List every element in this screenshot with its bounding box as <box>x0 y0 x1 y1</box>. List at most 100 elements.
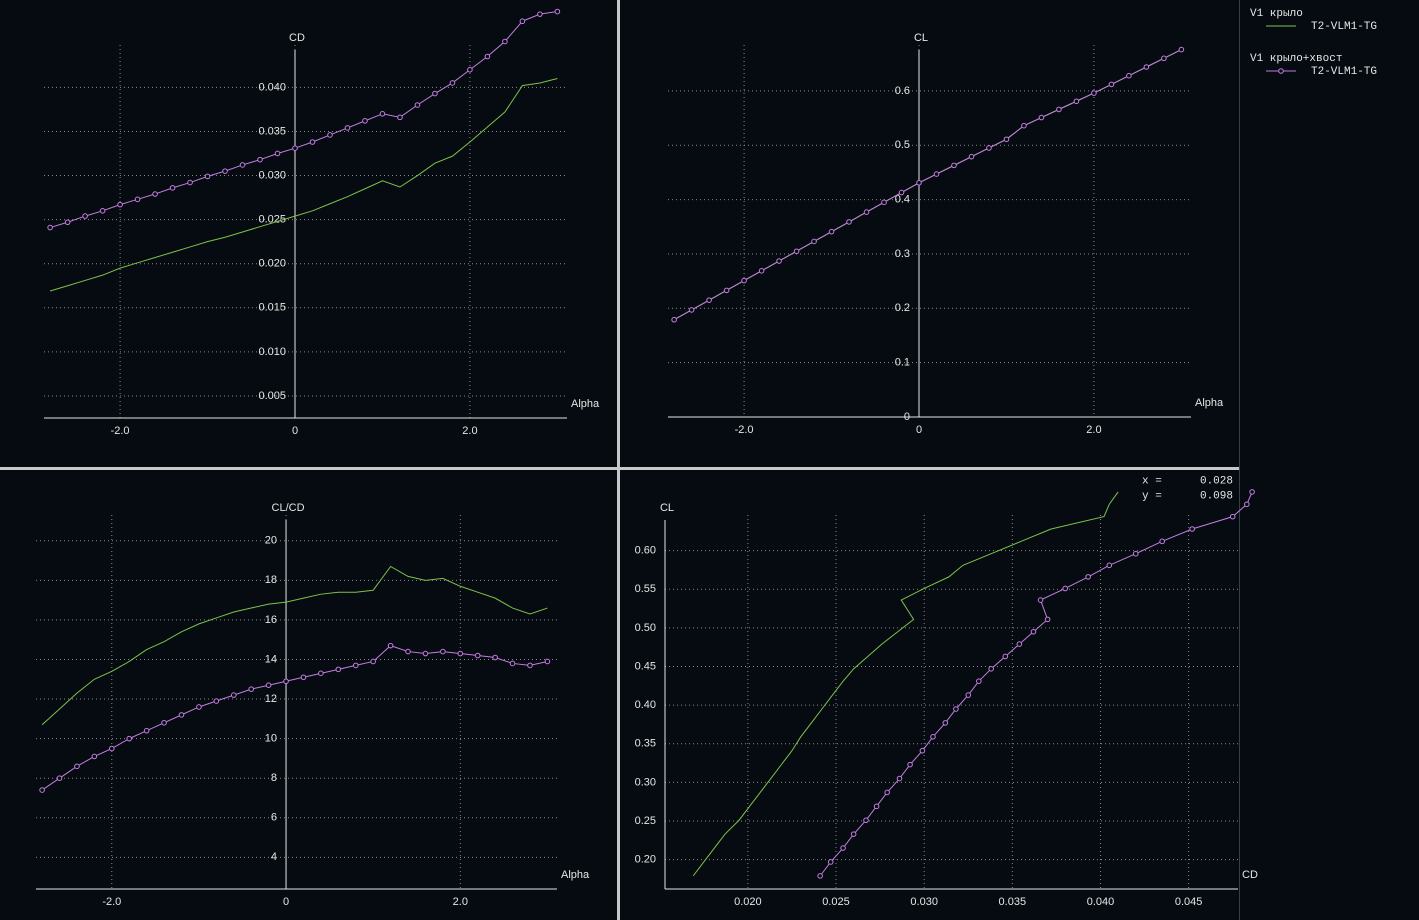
series-marker <box>986 145 992 151</box>
cursor-y-value: 0.098 <box>1200 490 1233 502</box>
series-marker <box>873 803 880 810</box>
y-tick-label: 0.35 <box>635 738 656 750</box>
y-tick-label: 0.4 <box>895 194 910 206</box>
y-tick-label: 18 <box>265 574 277 586</box>
series-line <box>49 11 558 229</box>
x-tick-label: 2.0 <box>1086 424 1101 436</box>
series-marker <box>134 196 141 203</box>
series-marker <box>537 11 543 17</box>
y-tick-label: 0.5 <box>895 139 910 151</box>
series-marker <box>196 704 202 710</box>
series-marker <box>1161 55 1167 62</box>
series-marker <box>449 80 456 86</box>
series-marker <box>64 219 71 226</box>
series-marker <box>362 118 368 124</box>
series-marker <box>387 642 394 649</box>
x-axis-label: Alpha <box>571 398 600 410</box>
y-tick-label: 0.40 <box>635 699 656 711</box>
series-marker <box>117 201 123 208</box>
x-tick-label: 2.0 <box>453 896 468 908</box>
series-marker <box>99 207 106 214</box>
series-marker <box>1002 653 1009 660</box>
series-marker <box>178 712 185 718</box>
x-tick-label: 0 <box>916 424 922 436</box>
series-marker <box>884 789 890 796</box>
series-line <box>41 645 548 791</box>
series-marker <box>274 150 281 157</box>
y-tick-label: 0.2 <box>895 302 910 314</box>
series-marker <box>1044 616 1051 623</box>
series-marker <box>916 179 922 186</box>
series-marker <box>1038 114 1045 121</box>
y-tick-label: 20 <box>265 535 277 547</box>
series-marker <box>919 747 926 754</box>
series-marker <box>723 287 730 294</box>
series-marker <box>933 171 940 177</box>
series-marker <box>484 53 491 60</box>
cursor-x-label: x = <box>1142 475 1162 487</box>
series-marker <box>758 268 765 274</box>
series-marker <box>1003 136 1010 143</box>
y-tick-label: 0.25 <box>635 815 656 827</box>
y-tick-label: 0.015 <box>258 302 286 314</box>
series-marker <box>300 674 307 681</box>
series-marker <box>265 682 272 689</box>
chart-panel: 4 6 8 10 12 14 16 18 20 -2.0 0 2.0 CL/CD Alpha <box>36 502 590 908</box>
series-marker <box>1091 90 1097 96</box>
series-marker <box>230 692 237 698</box>
series-marker <box>519 18 526 25</box>
y-axis-label: CL/CD <box>272 502 305 514</box>
series-marker <box>467 66 473 73</box>
series-marker <box>422 650 429 657</box>
series-marker <box>509 660 516 667</box>
y-tick-label: 0.020 <box>258 258 286 270</box>
y-tick-label: 0.50 <box>635 622 656 634</box>
series-marker <box>846 219 852 225</box>
series-line <box>692 491 1119 877</box>
series-marker <box>827 859 834 865</box>
series-marker <box>239 162 246 168</box>
series-marker <box>1126 72 1132 79</box>
y-tick-label: 0.040 <box>258 81 286 93</box>
series-marker <box>440 648 446 655</box>
series-marker <box>352 662 359 669</box>
series-marker <box>1073 98 1080 105</box>
x-tick-label: 0.040 <box>1087 896 1115 908</box>
series-marker <box>248 686 254 692</box>
splitter-horizontal[interactable] <box>0 467 1239 470</box>
y-tick-label: 0.025 <box>258 214 286 226</box>
series-marker <box>863 209 870 215</box>
chart-panel: 0.005 0.010 0.015 0.020 0.025 0.030 0.035 0.040… <box>44 8 600 437</box>
series-line <box>819 491 1253 877</box>
series-marker <box>951 162 957 169</box>
series-marker <box>257 156 263 163</box>
series-marker <box>907 761 913 768</box>
series-marker <box>898 189 905 196</box>
series-marker <box>1132 550 1139 557</box>
series-marker <box>126 735 133 742</box>
x-tick-label: -2.0 <box>111 425 130 437</box>
series-marker <box>143 727 150 734</box>
y-tick-label: 0.1 <box>895 357 910 369</box>
series-marker <box>965 692 972 698</box>
splitter-vertical[interactable] <box>617 0 620 920</box>
series-marker <box>327 132 333 138</box>
series-marker <box>671 316 677 323</box>
series-marker <box>527 662 533 669</box>
series-marker <box>1189 526 1195 532</box>
series-marker <box>930 734 936 740</box>
series-marker <box>335 666 342 673</box>
series-marker <box>283 678 289 685</box>
series-marker <box>432 90 438 97</box>
series-marker <box>840 845 846 851</box>
series-marker <box>379 111 386 117</box>
series-marker <box>1249 489 1255 495</box>
series-marker <box>82 213 88 219</box>
series-marker <box>1244 501 1250 508</box>
y-tick-label: 0.035 <box>258 125 286 137</box>
y-tick-label: 0.005 <box>258 390 286 402</box>
series-marker <box>1143 64 1150 70</box>
series-marker <box>1178 46 1185 53</box>
